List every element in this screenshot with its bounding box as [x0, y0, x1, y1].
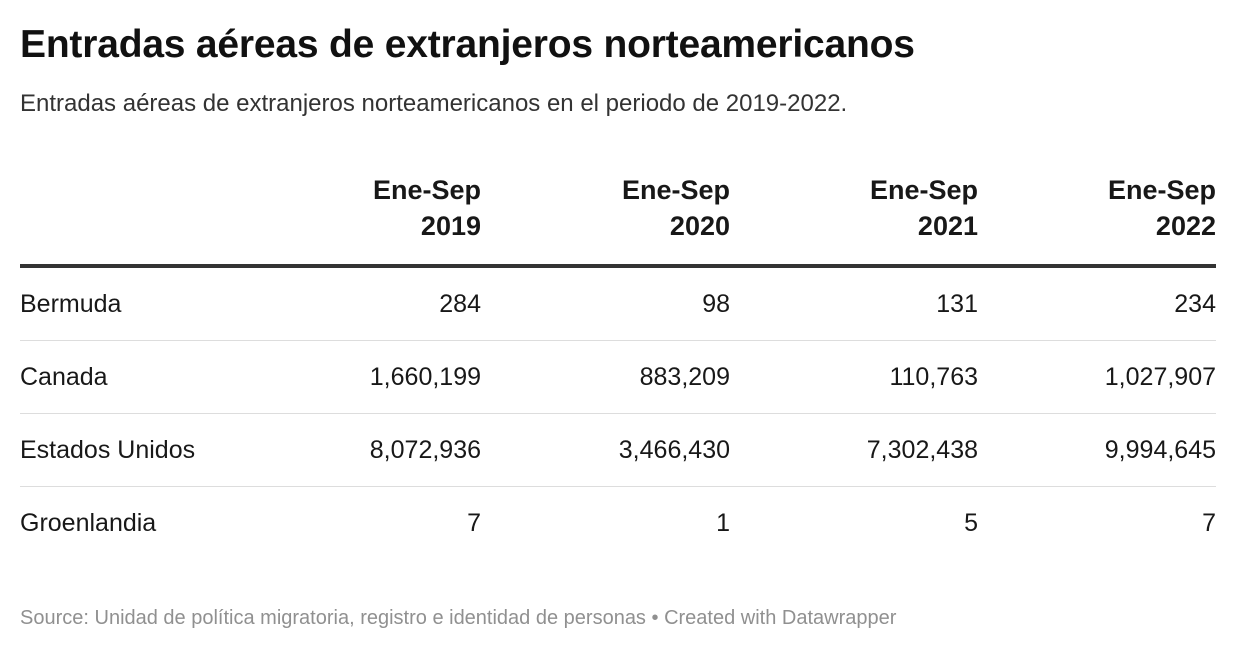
header-cell-label — [20, 172, 292, 268]
row-label: Estados Unidos — [20, 413, 292, 487]
table-cell: 7 — [1202, 508, 1216, 537]
table-cell: 131 — [730, 266, 978, 341]
table-row: Groenlandia 7 1 5 7 — [20, 487, 1216, 560]
table-cell: 98 — [481, 266, 730, 341]
table-cell: 1 — [716, 508, 730, 537]
chart-container: Entradas aéreas de extranjeros norteamer… — [20, 18, 1216, 559]
header-cell-2022[interactable]: Ene-Sep 2022 — [978, 172, 1216, 268]
header-cell-2020[interactable]: Ene-Sep 2020 — [481, 172, 730, 268]
table-cell: 7,302,438 — [730, 413, 978, 487]
header-row: Ene-Sep 2019 Ene-Sep 2020 Ene-Sep 2021 E… — [20, 172, 1216, 268]
source-label: Source: — [20, 607, 89, 629]
header-cell-2021[interactable]: Ene-Sep 2021 — [730, 172, 978, 268]
row-label: Groenlandia — [20, 508, 157, 537]
header-cell-2019-line1: Ene-Sep — [372, 175, 481, 205]
row-label: Bermuda — [20, 266, 292, 341]
table-row: Canada 1,660,199 883,209 110,763 1,027,9… — [20, 340, 1216, 414]
chart-subtitle: Entradas aéreas de extranjeros norteamer… — [20, 90, 848, 117]
row-label: Canada — [20, 340, 292, 414]
table-row: Estados Unidos 8,072,936 3,466,430 7,302… — [20, 413, 1216, 487]
table-cell: 883,209 — [481, 340, 730, 414]
footer-separator: • — [651, 607, 659, 629]
header-cell-2019[interactable]: Ene-Sep 2019 — [292, 172, 481, 268]
table-cell: 7 — [467, 508, 481, 537]
table-cell: 9,994,645 — [978, 413, 1216, 487]
source-text: Unidad de política migratoria, registro … — [94, 607, 646, 629]
header-cell-2020-line1: Ene-Sep — [621, 175, 730, 205]
table-cell: 234 — [978, 266, 1216, 341]
table-cell: 1,027,907 — [978, 340, 1216, 414]
table-cell: 8,072,936 — [292, 413, 481, 487]
table-cell: 284 — [292, 266, 481, 341]
header-cell-2022-line2: 2022 — [1155, 211, 1216, 241]
header-cell-2021-line2: 2021 — [917, 211, 978, 241]
table-row: Bermuda 284 98 131 234 — [20, 266, 1216, 341]
header-cell-2021-line1: Ene-Sep — [869, 175, 978, 205]
credit-text: Created with Datawrapper — [664, 607, 897, 629]
table-cell: 1,660,199 — [292, 340, 481, 414]
header-cell-2019-line2: 2019 — [420, 211, 481, 241]
chart-footer: Source: Unidad de política migratoria, r… — [20, 605, 896, 631]
header-cell-2020-line2: 2020 — [669, 211, 730, 241]
table-cell: 3,466,430 — [481, 413, 730, 487]
table-cell: 110,763 — [730, 340, 978, 414]
header-cell-2022-line1: Ene-Sep — [1107, 175, 1216, 205]
table-cell: 5 — [964, 508, 978, 537]
chart-title: Entradas aéreas de extranjeros norteamer… — [20, 23, 915, 66]
data-table: Ene-Sep 2019 Ene-Sep 2020 Ene-Sep 2021 E… — [20, 172, 1216, 559]
